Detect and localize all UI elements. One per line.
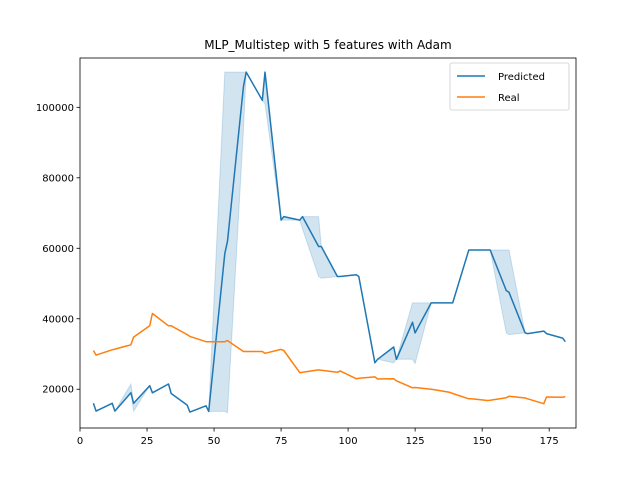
legend-frame bbox=[449, 62, 570, 111]
legend-label-predicted: Predicted bbox=[498, 72, 545, 83]
series-line-real bbox=[92, 312, 566, 405]
chart-title: MLP_Multistep with 5 features with Adam bbox=[204, 38, 451, 52]
x-tick-label: 25 bbox=[141, 436, 154, 447]
legend: Predicted Real bbox=[449, 62, 570, 111]
y-axis: 20000 40000 60000 80000 100000 bbox=[36, 103, 80, 396]
x-tick-label: 150 bbox=[473, 436, 492, 447]
x-axis: 0 25 50 75 100 125 150 175 bbox=[77, 428, 559, 447]
x-tick-label: 50 bbox=[208, 436, 221, 447]
y-tick-label: 100000 bbox=[36, 103, 74, 114]
series-line-predicted bbox=[92, 71, 566, 413]
y-tick-label: 80000 bbox=[42, 173, 74, 184]
plot-area bbox=[92, 70, 566, 414]
legend-label-real: Real bbox=[498, 93, 520, 104]
y-tick-label: 20000 bbox=[42, 385, 74, 396]
x-tick-label: 125 bbox=[406, 436, 425, 447]
x-tick-label: 175 bbox=[540, 436, 559, 447]
y-tick-label: 40000 bbox=[42, 314, 74, 325]
axes-frame bbox=[79, 57, 577, 429]
x-tick-label: 75 bbox=[275, 436, 288, 447]
y-tick-label: 60000 bbox=[42, 244, 74, 255]
x-tick-label: 100 bbox=[339, 436, 358, 447]
x-tick-label: 0 bbox=[77, 436, 83, 447]
